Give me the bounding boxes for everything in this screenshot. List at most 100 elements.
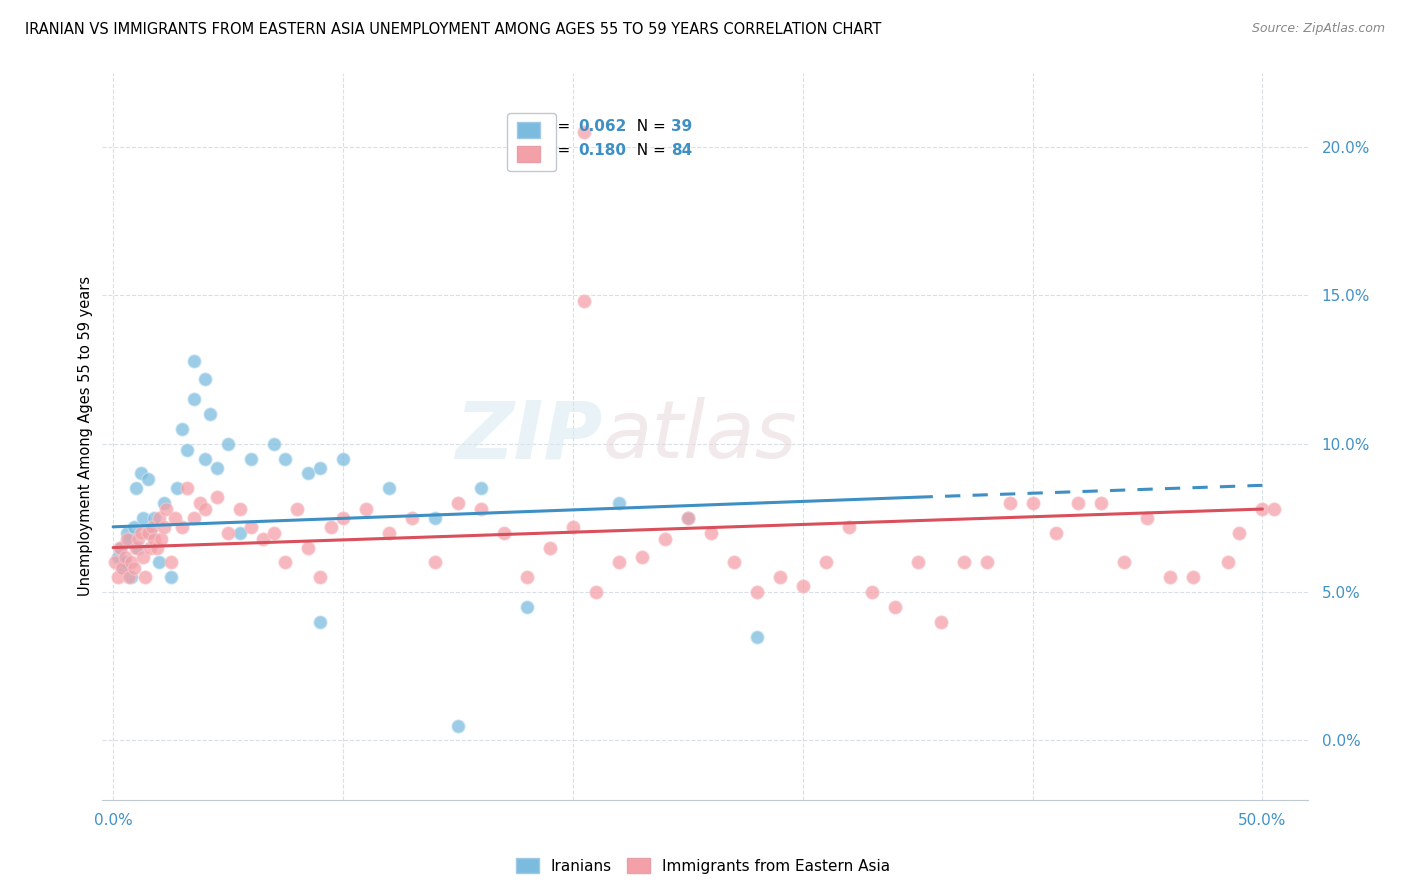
Text: ZIP: ZIP <box>456 397 602 475</box>
Point <box>107 570 129 584</box>
Text: N =: N = <box>627 144 671 158</box>
Point <box>883 599 905 614</box>
Point <box>125 481 148 495</box>
Point <box>108 541 131 555</box>
Point <box>309 570 332 584</box>
Point <box>699 525 721 540</box>
Point <box>769 570 792 584</box>
Point <box>240 520 263 534</box>
Point <box>814 556 837 570</box>
Point <box>952 556 974 570</box>
Point <box>183 392 205 407</box>
Point <box>1159 570 1181 584</box>
Point <box>470 502 492 516</box>
Legend: , : , <box>508 113 557 171</box>
Point <box>1045 525 1067 540</box>
Point <box>198 407 221 421</box>
Point <box>143 511 166 525</box>
Point <box>104 556 127 570</box>
Point <box>1090 496 1112 510</box>
Point <box>907 556 929 570</box>
Point <box>194 371 217 385</box>
Text: R =: R = <box>543 144 575 158</box>
Point <box>114 556 136 570</box>
Point <box>155 502 177 516</box>
Point <box>132 511 155 525</box>
Point <box>470 481 492 495</box>
Text: 0.062: 0.062 <box>578 119 627 134</box>
Point <box>607 496 630 510</box>
Text: R =: R = <box>543 119 575 134</box>
Point <box>176 481 198 495</box>
Point <box>228 525 250 540</box>
Point <box>252 532 274 546</box>
Point <box>378 481 401 495</box>
Point <box>148 511 170 525</box>
Point <box>263 437 285 451</box>
Point <box>423 556 446 570</box>
Point <box>309 615 332 629</box>
Point <box>127 541 149 555</box>
Point <box>297 541 319 555</box>
Point <box>143 532 166 546</box>
Point <box>401 511 423 525</box>
Point <box>115 525 138 540</box>
Text: N =: N = <box>627 119 671 134</box>
Point <box>309 460 332 475</box>
Point <box>516 599 538 614</box>
Point <box>274 556 297 570</box>
Point <box>1136 511 1159 525</box>
Point <box>585 585 607 599</box>
Point <box>150 532 173 546</box>
Point <box>297 467 319 481</box>
Point <box>176 442 198 457</box>
Point <box>217 437 239 451</box>
Text: 39: 39 <box>671 119 692 134</box>
Point <box>516 570 538 584</box>
Point <box>1227 525 1250 540</box>
Point <box>139 541 162 555</box>
Point <box>723 556 745 570</box>
Point <box>1251 502 1274 516</box>
Point <box>676 511 699 525</box>
Point <box>423 511 446 525</box>
Point <box>274 451 297 466</box>
Point <box>1216 556 1239 570</box>
Point <box>240 451 263 466</box>
Point <box>118 532 141 546</box>
Point <box>194 502 217 516</box>
Point <box>332 511 354 525</box>
Text: IRANIAN VS IMMIGRANTS FROM EASTERN ASIA UNEMPLOYMENT AMONG AGES 55 TO 59 YEARS C: IRANIAN VS IMMIGRANTS FROM EASTERN ASIA … <box>25 22 882 37</box>
Y-axis label: Unemployment Among Ages 55 to 59 years: Unemployment Among Ages 55 to 59 years <box>79 277 93 597</box>
Point <box>134 570 156 584</box>
Point <box>321 520 343 534</box>
Point <box>136 525 159 540</box>
Text: Source: ZipAtlas.com: Source: ZipAtlas.com <box>1251 22 1385 36</box>
Point <box>654 532 676 546</box>
Point <box>166 481 188 495</box>
Point <box>538 541 561 555</box>
Point <box>378 525 401 540</box>
Legend: Iranians, Immigrants from Eastern Asia: Iranians, Immigrants from Eastern Asia <box>509 852 897 880</box>
Point <box>190 496 212 510</box>
Point <box>170 520 193 534</box>
Point <box>1067 496 1090 510</box>
Point <box>159 556 181 570</box>
Point <box>136 472 159 486</box>
Point <box>108 541 131 555</box>
Point <box>1021 496 1043 510</box>
Point <box>561 520 583 534</box>
Text: 0.180: 0.180 <box>578 144 626 158</box>
Point <box>447 496 470 510</box>
Point <box>263 525 285 540</box>
Point <box>118 570 141 584</box>
Point <box>170 422 193 436</box>
Point <box>1182 570 1205 584</box>
Point <box>676 511 699 525</box>
Point <box>745 630 768 644</box>
Point <box>129 467 152 481</box>
Point <box>145 541 167 555</box>
Text: atlas: atlas <box>602 397 797 475</box>
Point <box>354 502 377 516</box>
Point <box>159 570 181 584</box>
